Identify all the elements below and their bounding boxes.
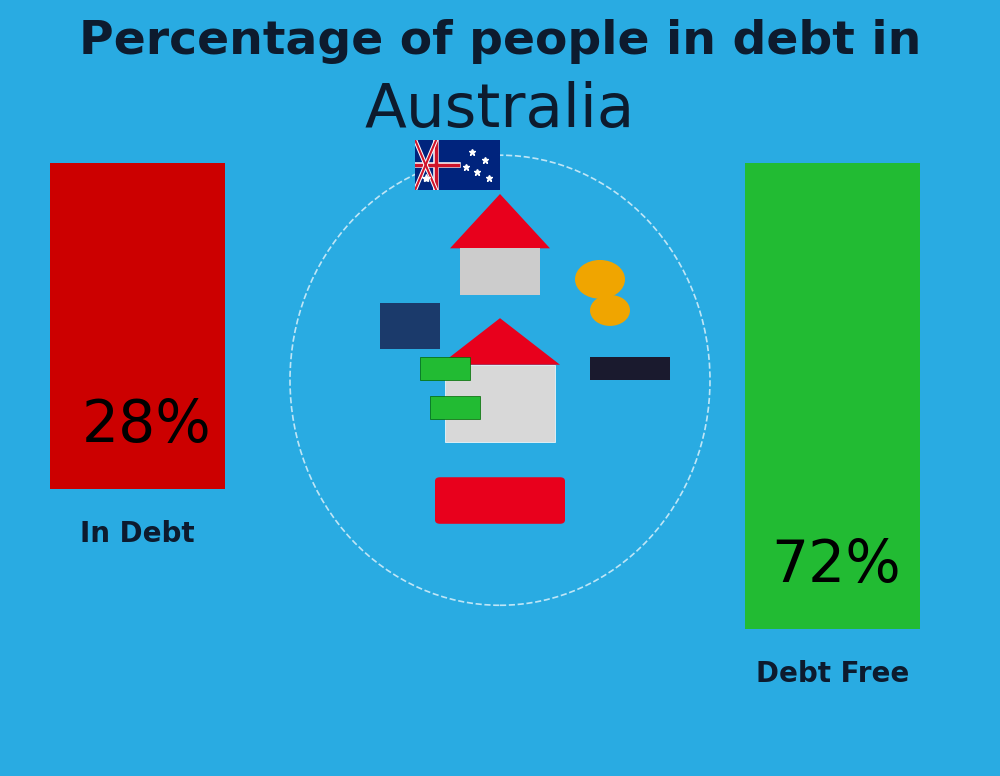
FancyBboxPatch shape (745, 163, 920, 629)
FancyBboxPatch shape (380, 303, 440, 349)
FancyBboxPatch shape (415, 140, 500, 190)
FancyBboxPatch shape (590, 357, 670, 380)
FancyBboxPatch shape (460, 248, 540, 295)
Circle shape (575, 260, 625, 299)
Text: Debt Free: Debt Free (756, 660, 909, 688)
FancyBboxPatch shape (430, 396, 480, 419)
Text: 72%: 72% (771, 537, 901, 594)
Text: ✦: ✦ (460, 151, 480, 175)
Text: In Debt: In Debt (80, 520, 195, 548)
FancyBboxPatch shape (445, 365, 555, 442)
Circle shape (590, 295, 630, 326)
Polygon shape (450, 194, 550, 248)
FancyBboxPatch shape (435, 477, 565, 524)
FancyBboxPatch shape (420, 357, 470, 380)
FancyBboxPatch shape (50, 163, 225, 489)
Text: 28%: 28% (82, 397, 211, 454)
Text: Australia: Australia (365, 81, 635, 140)
Text: Percentage of people in debt in: Percentage of people in debt in (79, 19, 921, 64)
Polygon shape (440, 318, 560, 365)
